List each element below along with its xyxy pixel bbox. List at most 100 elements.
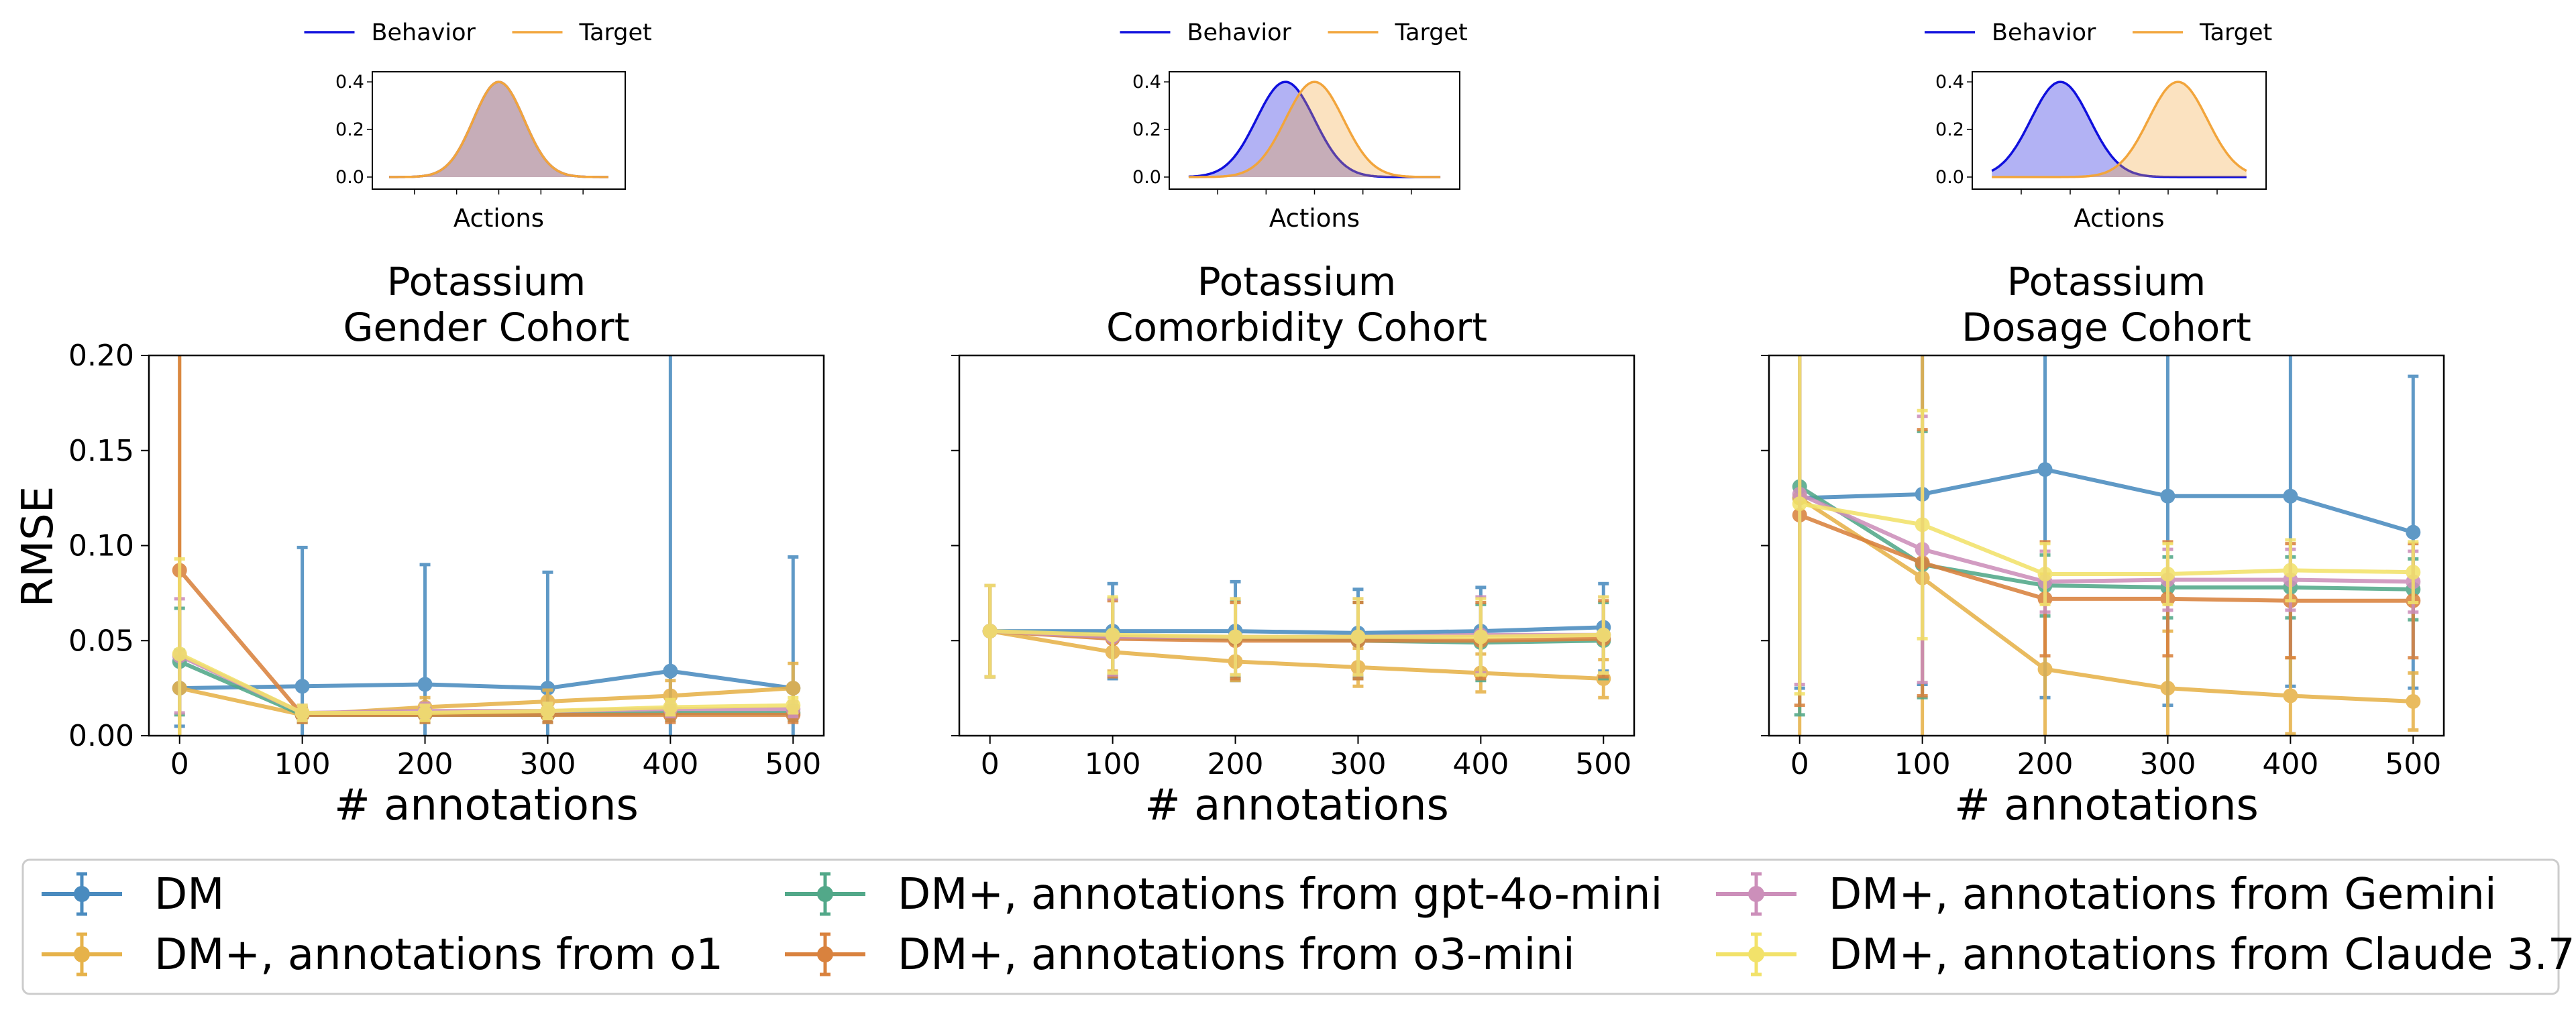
inset-x-label: Actions [453,204,544,233]
series-line [179,686,794,717]
data-point [2037,567,2053,582]
legend-frame [21,858,2560,995]
series-line [1799,513,2414,603]
inset-y-tick-label: 0.0 [335,167,364,188]
inset-y-tick-label: 0.4 [335,72,364,93]
data-point [786,697,801,713]
data-point [663,699,678,715]
data-point [1915,517,1930,532]
inset-y-tick-label: 0.2 [1132,119,1161,140]
legend-swatch-marker [1748,886,1764,902]
legend-label: DM+, annotations from gpt-4o-mini [898,870,1662,919]
y-tick-label: 0.05 [68,624,134,658]
x-axis-label: # annotations [1144,781,1449,830]
series-line [989,629,1604,639]
series-line [178,569,794,717]
x-tick-label: 100 [274,747,331,781]
inset-y-tick-label: 0.2 [1935,119,1964,140]
data-point [1228,629,1243,644]
data-point [2160,488,2176,504]
data-point [2283,688,2298,704]
panel-title-line2: Comorbidity Cohort [1106,304,1487,350]
panel-title-line2: Gender Cohort [343,304,630,350]
legend-item: DM+, annotations from o1 [42,930,723,980]
inset-legend-target-label: Target [1395,19,1468,46]
x-tick-label: 0 [981,747,1000,781]
inset-y-tick-label: 0.0 [1132,167,1161,188]
series-line [989,625,1604,635]
legend-swatch-marker [817,886,833,902]
x-tick-label: 200 [397,747,453,781]
x-tick-label: 500 [2385,747,2441,781]
series-line [1799,485,2414,592]
data-point [2037,462,2053,478]
legend-item: DM+, annotations from Claude 3.7 [1716,930,2575,980]
x-tick-label: 200 [2017,747,2074,781]
data-point [417,705,433,720]
series-line [1799,467,2414,535]
panel-title-line1: Potassium [387,259,586,304]
x-tick-label: 400 [2262,747,2318,781]
data-point [786,681,801,696]
inset-3: 0.0 0.2 0.4 Actions Behavior Target [1925,19,2272,233]
series-line [179,669,794,691]
plot-area [982,579,1611,699]
x-tick-label: 100 [1894,747,1951,781]
legend: DM DM+, annotations from o1 DM+, annotatio… [21,858,2575,995]
data-point [294,705,310,720]
inset-2: 0.0 0.2 0.4 Actions Behavior Target [1120,19,1468,233]
panel-title-line2: Dosage Cohort [1962,304,2251,350]
data-point [1105,627,1120,642]
behavior-curve-fill [1188,82,1441,177]
axes-frame [148,354,825,737]
target-curve-fill [1992,82,2247,177]
data-point [2160,681,2176,696]
x-tick-label: 0 [1790,747,1809,781]
panel-title-line1: Potassium [2007,259,2206,304]
series-line [1799,496,2414,704]
data-point [1596,627,1611,642]
legend-label: DM+, annotations from Claude 3.7 [1829,930,2575,980]
data-point [540,681,555,696]
inset-y-tick-label: 0.2 [335,119,364,140]
data-point [982,624,998,639]
x-tick-label: 300 [519,747,576,781]
x-tick-label: 100 [1085,747,1141,781]
data-point [1473,629,1489,644]
inset-legend-behavior-label: Behavior [372,19,476,46]
y-axis-label: RMSE [13,486,63,608]
axes-frame [1768,354,2445,737]
x-axis-label: # annotations [334,781,639,830]
target-curve [389,80,608,178]
legend-swatch-marker [1748,946,1764,962]
series-dm [172,355,801,736]
plot-area [172,355,801,736]
data-point [1350,629,1366,644]
behavior-curve-fill [389,82,608,177]
x-tick-label: 0 [170,747,189,781]
inset-y-tick-label: 0.4 [1935,72,1964,93]
legend-item: DM+, annotations from o3-mini [785,930,1575,980]
target-curve-fill [389,82,608,177]
data-point [2406,524,2421,540]
legend-swatch-marker [74,946,90,962]
data-point [2160,567,2176,582]
x-tick-label: 300 [2139,747,2196,781]
axes-frame [958,354,1635,737]
target-curve [1188,80,1441,178]
x-tick-label: 200 [1208,747,1264,781]
legend-label: DM [154,870,225,919]
plot-area [1792,355,2421,736]
series-line [1799,502,2414,577]
behavior-curve [1188,80,1441,178]
y-tick-label: 0.20 [68,339,134,373]
inset-1: 0.0 0.2 0.4 Actions Behavior Target [304,19,652,233]
y-tick-label: 0.10 [68,529,134,563]
data-point [540,704,555,719]
series-dm-annotations-from-claude-3-7 [1792,355,2421,696]
series-dm-annotations-from-gemini [172,597,801,722]
data-point [663,663,678,679]
